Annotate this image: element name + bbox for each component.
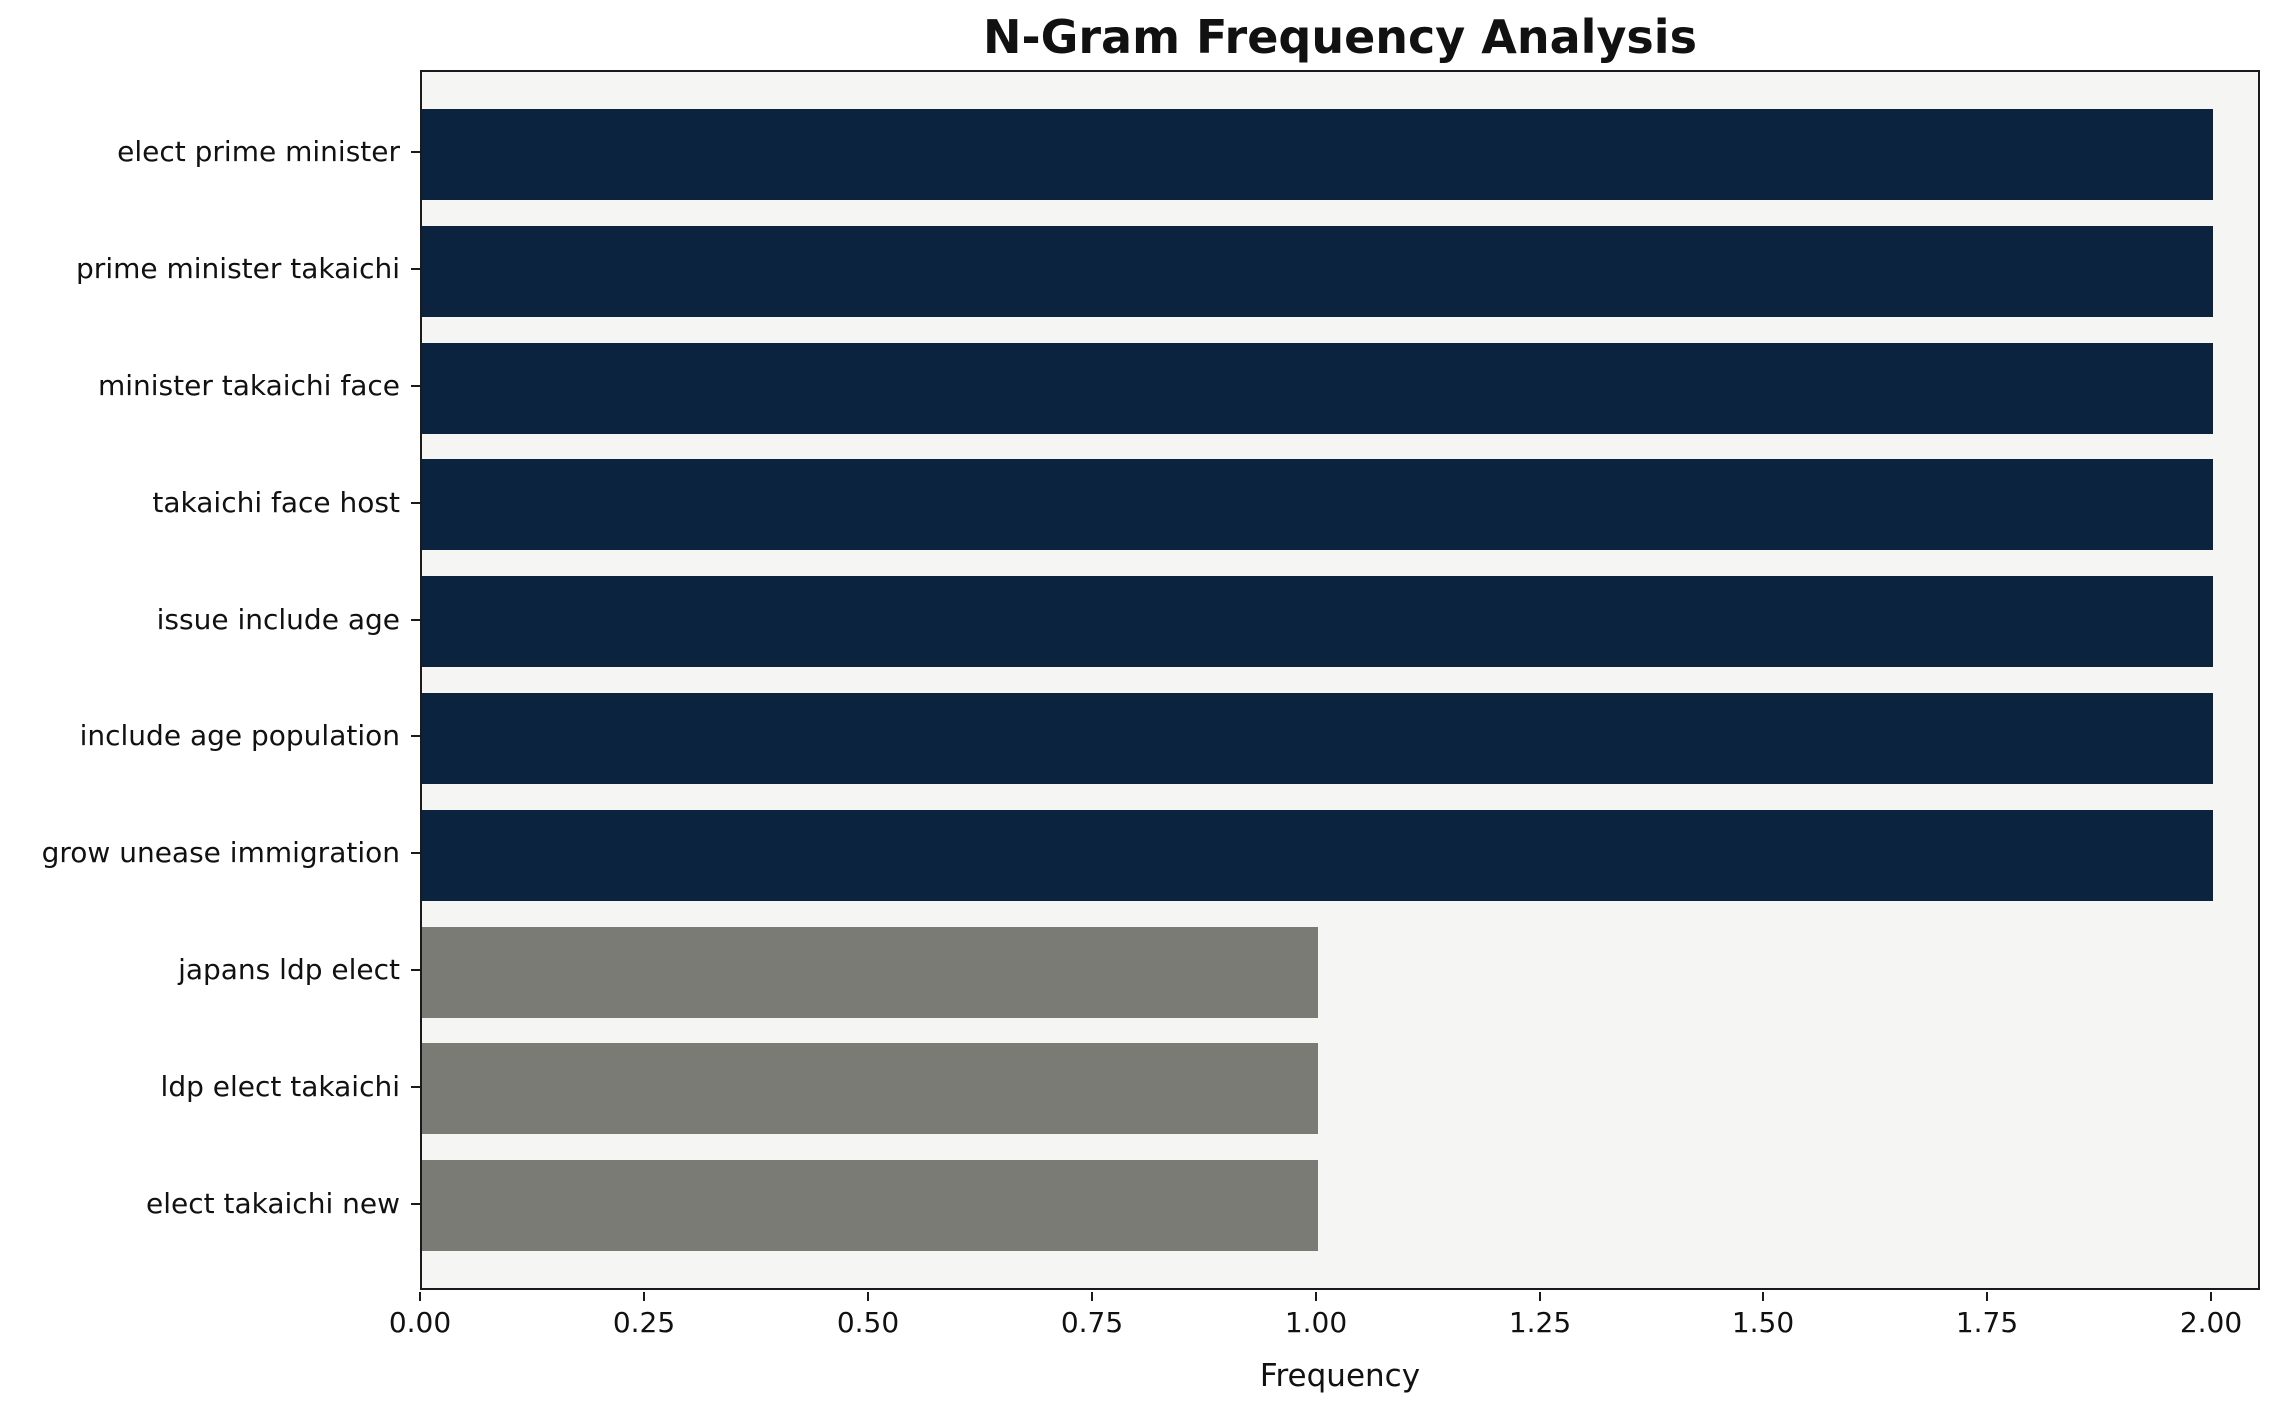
x-tick-label: 0.50	[836, 1306, 900, 1339]
y-tick-label: minister takaichi face	[97, 369, 400, 402]
y-tick-label: japans ldp elect	[178, 953, 400, 986]
y-tick-mark	[411, 1086, 420, 1088]
bar-grow-unease-immigration	[422, 810, 2214, 901]
x-axis: 0.00 0.25 0.50 0.75 1.00 1.25 1.50 1.75 2.00	[389, 1292, 2260, 1352]
plot-area	[420, 70, 2260, 1290]
bar-prime-minister-takaichi	[422, 226, 2214, 317]
bar-japans-ldp-elect	[422, 927, 1318, 1018]
y-tick-mark	[411, 735, 420, 737]
bar-include-age-population	[422, 693, 2214, 784]
x-tick-mark	[1762, 1292, 1764, 1301]
bar-issue-include-age	[422, 576, 2214, 667]
x-tick-mark	[1315, 1292, 1317, 1301]
x-tick-label: 1.25	[1508, 1306, 1572, 1339]
x-tick-label: 0.25	[612, 1306, 676, 1339]
y-tick-mark	[411, 852, 420, 854]
y-tick-mark	[411, 969, 420, 971]
y-tick-label: elect takaichi new	[146, 1187, 400, 1220]
x-tick-mark	[1091, 1292, 1093, 1301]
bar-elect-prime-minister	[422, 109, 2214, 200]
x-tick-mark	[2210, 1292, 2212, 1301]
chart-title: N-Gram Frequency Analysis	[983, 10, 1697, 64]
y-tick-mark	[411, 1203, 420, 1205]
y-tick-mark	[411, 385, 420, 387]
x-tick-mark	[419, 1292, 421, 1301]
y-tick-mark	[411, 151, 420, 153]
x-tick-mark	[643, 1292, 645, 1301]
x-tick-label: 0.75	[1060, 1306, 1124, 1339]
y-axis: elect prime minister prime minister takai…	[0, 70, 400, 1290]
y-tick-label: ldp elect takaichi	[160, 1070, 400, 1103]
y-tick-label: grow unease immigration	[41, 836, 400, 869]
x-tick-mark	[1986, 1292, 1988, 1301]
x-tick-label: 0.00	[388, 1306, 452, 1339]
x-tick-label: 1.00	[1284, 1306, 1348, 1339]
y-tick-mark	[411, 268, 420, 270]
x-axis-label: Frequency	[1259, 1358, 1421, 1394]
x-tick-label: 1.50	[1731, 1306, 1795, 1339]
x-tick-label: 2.00	[2179, 1306, 2243, 1339]
bar-takaichi-face-host	[422, 459, 2214, 550]
x-tick-mark	[867, 1292, 869, 1301]
bar-minister-takaichi-face	[422, 343, 2214, 434]
x-tick-label: 1.75	[1955, 1306, 2019, 1339]
y-tick-mark	[411, 619, 420, 621]
bar-ldp-elect-takaichi	[422, 1043, 1318, 1134]
y-tick-label: include age population	[79, 719, 400, 752]
x-tick-mark	[1539, 1292, 1541, 1301]
y-tick-label: issue include age	[156, 603, 400, 636]
y-tick-mark	[411, 502, 420, 504]
y-tick-label: elect prime minister	[117, 135, 400, 168]
y-tick-label: takaichi face host	[152, 486, 400, 519]
y-tick-label: prime minister takaichi	[76, 252, 400, 285]
bar-elect-takaichi-new	[422, 1160, 1318, 1251]
